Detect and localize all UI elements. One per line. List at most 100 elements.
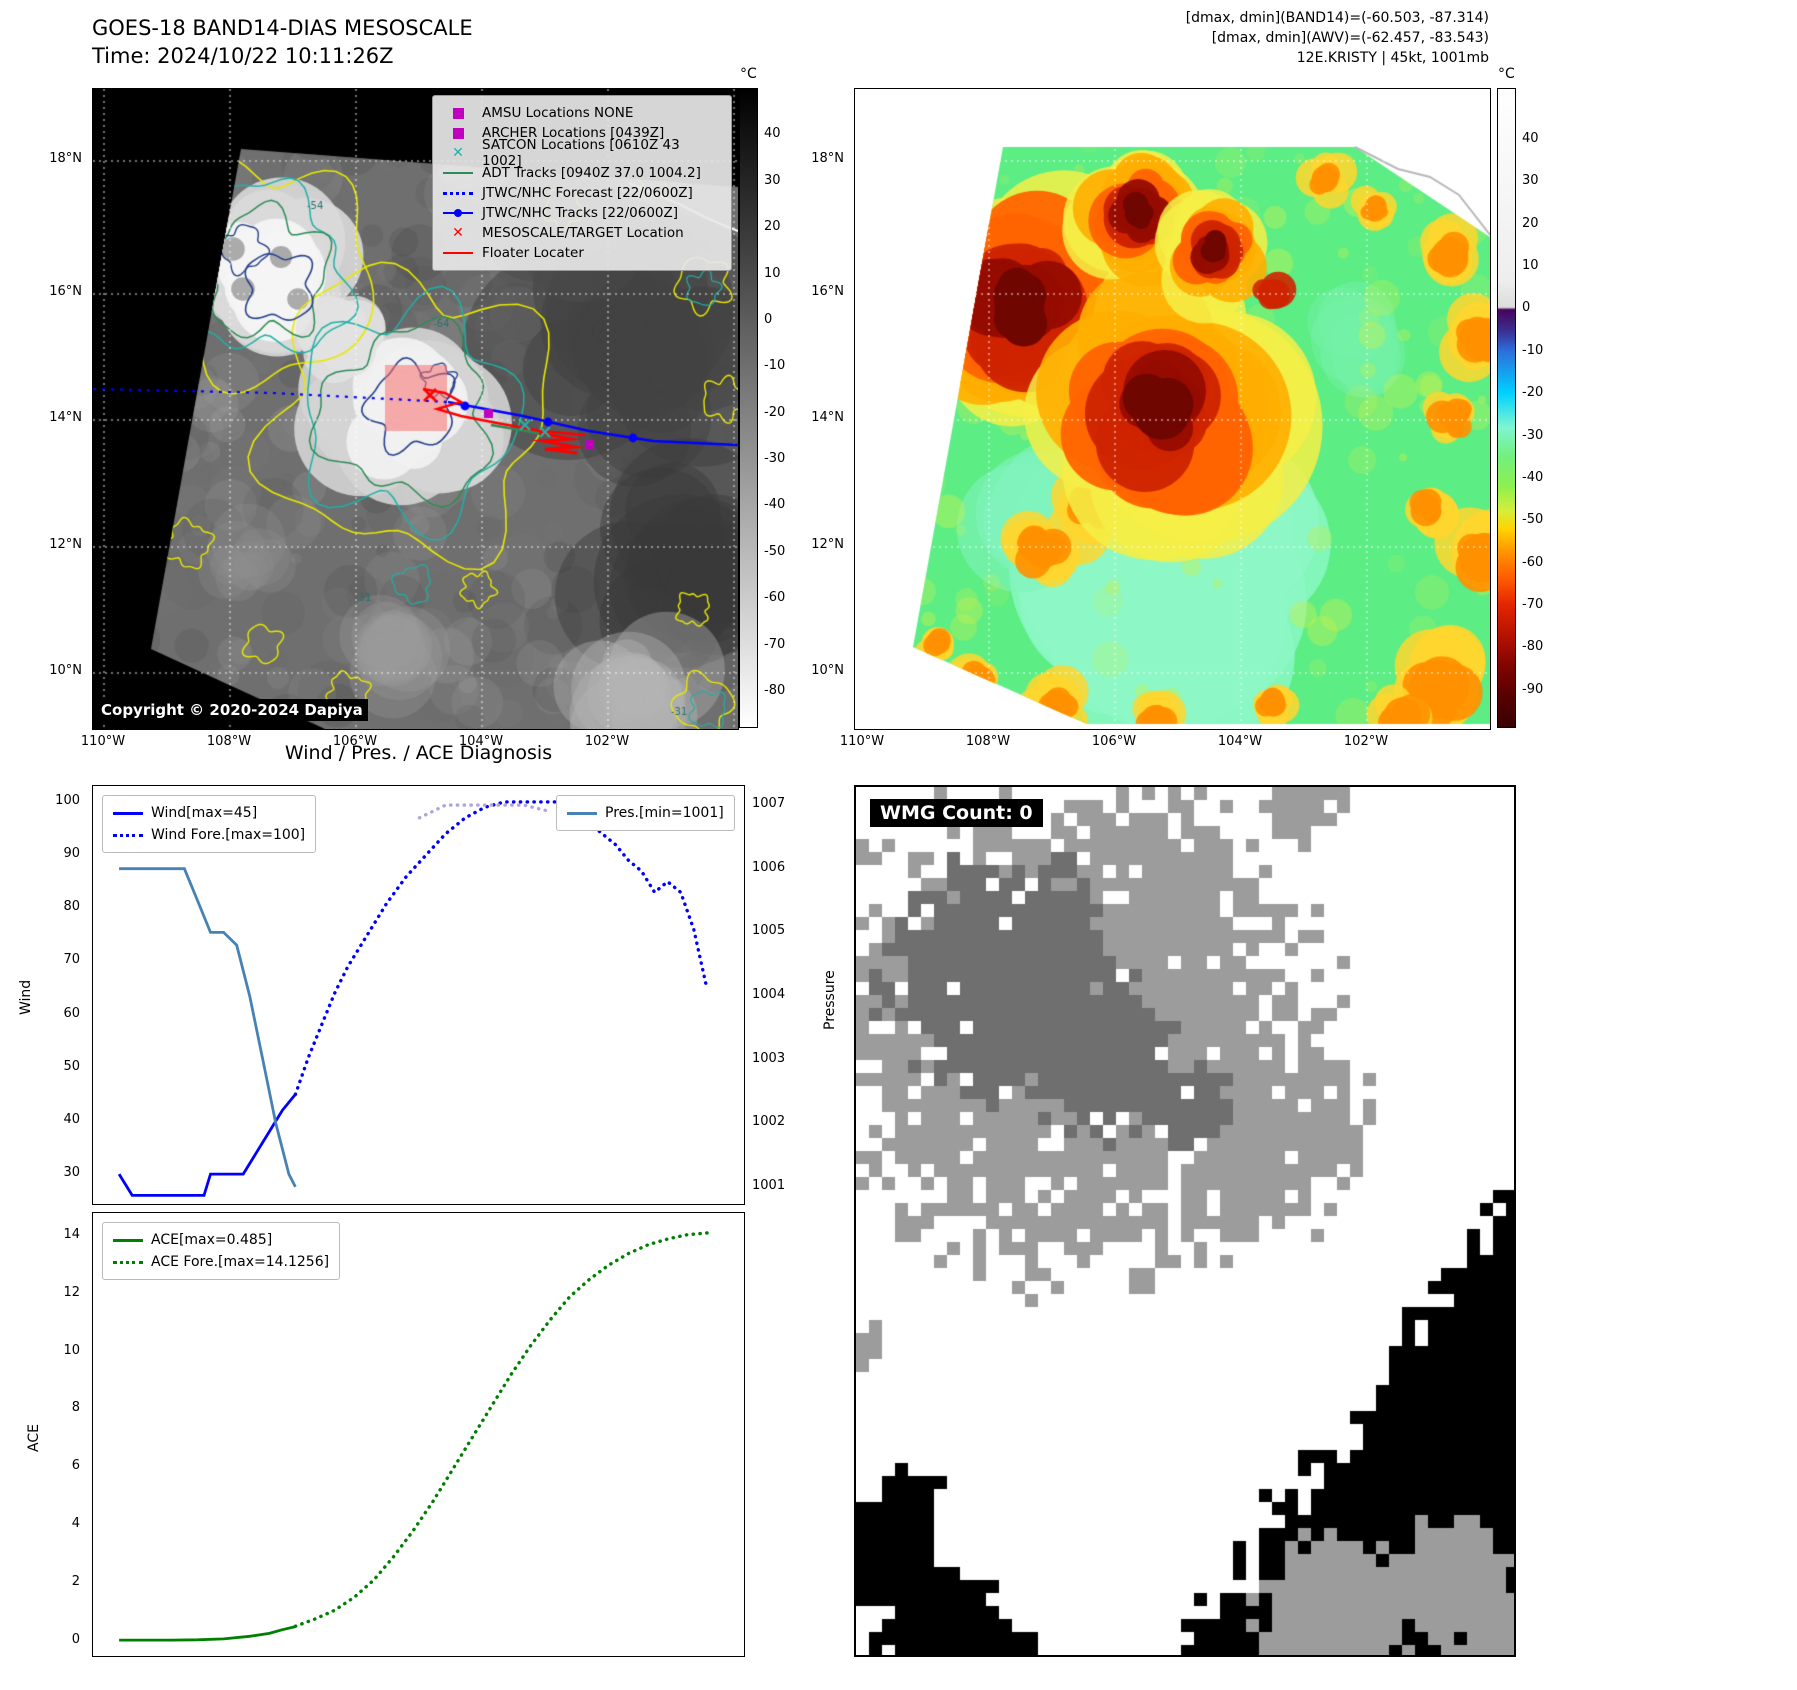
colorbar-tick-label: -80 <box>1522 639 1544 655</box>
axis-tick-label: 1001 <box>752 1177 786 1193</box>
x-marker-icon: ✕ <box>452 145 464 161</box>
axis-tick-label: 6 <box>71 1458 80 1474</box>
wmg-map-canvas <box>856 787 1514 1655</box>
colorbar-tick-label: -60 <box>764 590 786 606</box>
legend-label: Wind[max=45] <box>151 805 258 821</box>
axis-tick-label: 80 <box>63 899 80 915</box>
legend-label: Pres.[min=1001] <box>605 805 724 821</box>
legend-item-ace-forecast: ACE Fore.[max=14.1256] <box>113 1251 329 1273</box>
colorbar-tick-label: -60 <box>1522 554 1544 570</box>
dmax-dmin-header: [dmax, dmin](BAND14)=(-60.503, -87.314) … <box>1186 8 1489 68</box>
wind-pressure-plot <box>117 800 709 1197</box>
lon-tick-label: 106°W <box>1091 734 1137 749</box>
legend-item-label: ARCHER Locations [0439Z] <box>482 125 665 141</box>
awv-lat-axis: 18°N 16°N 14°N 12°N 10°N <box>802 88 850 728</box>
lon-tick-label: 108°W <box>206 734 252 749</box>
axis-tick-label: 14 <box>63 1227 80 1243</box>
legend-item: ✕ SATCON Locations [0610Z 43 1002] <box>441 137 723 169</box>
band14-colorbar <box>739 88 758 728</box>
colorbar-tick-label: 0 <box>764 311 773 327</box>
colorbar-tick-label: -90 <box>1522 681 1544 697</box>
lat-tick-label: 10°N <box>811 663 844 678</box>
axis-tick-label: 12 <box>63 1284 80 1300</box>
colorbar-tick-label: 10 <box>764 265 781 281</box>
colorbar-tick-label: -20 <box>764 404 786 420</box>
awv-map-canvas <box>855 89 1490 729</box>
colorbar-tick-label: -10 <box>764 358 786 374</box>
colorbar-tick-label: 20 <box>764 219 781 235</box>
colorbar-tick-label: -20 <box>1522 385 1544 401</box>
axis-tick-label: 1007 <box>752 796 786 812</box>
lat-tick-label: 16°N <box>811 284 844 299</box>
legend-item-label: MESOSCALE/TARGET Location <box>482 225 684 241</box>
axis-tick-label: 90 <box>63 846 80 862</box>
chart-series-line <box>119 867 297 1188</box>
awv-colorbar-ticks: 40 30 20 10 0 -10 -20 -30 -40 -50 -60 -70 -80 -90 <box>1518 88 1562 728</box>
colorbar-tick-label: 30 <box>764 172 781 188</box>
colorbar-tick-label: 40 <box>1522 130 1539 146</box>
colorbar-tick-label: 40 <box>764 126 781 142</box>
lon-tick-label: 102°W <box>584 734 630 749</box>
legend-item: ✕ MESOSCALE/TARGET Location <box>441 223 723 243</box>
pressure-y-axis: 1007 1006 1005 1004 1003 1002 1001 <box>746 785 794 1205</box>
awv-lon-axis: 110°W 108°W 106°W 104°W 102°W <box>840 730 1489 750</box>
ace-forecast-line-sample-icon <box>113 1260 143 1264</box>
line-icon <box>441 252 475 254</box>
colorbar-tick-label: -50 <box>764 543 786 559</box>
colorbar-tick-label: -40 <box>764 497 786 513</box>
axis-tick-label: 1006 <box>752 859 786 875</box>
axis-tick-label: 1003 <box>752 1050 786 1066</box>
lat-tick-label: 18°N <box>49 151 82 166</box>
axis-tick-label: 1002 <box>752 1114 786 1130</box>
legend-item-label: AMSU Locations NONE <box>482 105 634 121</box>
pressure-ylabel: Pressure <box>822 970 838 1030</box>
chart-series-line <box>293 1230 716 1628</box>
axis-tick-label: 1005 <box>752 923 786 939</box>
wind-ylabel: Wind <box>18 979 34 1015</box>
axis-tick-label: 60 <box>63 1005 80 1021</box>
legend-item: JTWC/NHC Forecast [22/0600Z] <box>441 183 723 203</box>
awv-colorbar <box>1497 88 1516 728</box>
wind-forecast-line-sample-icon <box>113 833 143 837</box>
lat-tick-label: 14°N <box>811 410 844 425</box>
wmg-count-badge: WMG Count: 0 <box>870 799 1043 827</box>
band14-time-subtitle: Time: 2024/10/22 10:11:26Z <box>92 44 394 68</box>
legend-label: Wind Fore.[max=100] <box>151 827 306 843</box>
lon-tick-label: 108°W <box>965 734 1011 749</box>
awv-map <box>854 88 1491 730</box>
lat-tick-label: 16°N <box>49 284 82 299</box>
header-line-band14: [dmax, dmin](BAND14)=(-60.503, -87.314) <box>1185 10 1489 26</box>
ace-legend: ACE[max=0.485] ACE Fore.[max=14.1256] <box>102 1222 341 1280</box>
colorbar-tick-label: -80 <box>764 682 786 698</box>
ace-ylabel: ACE <box>26 1424 42 1452</box>
legend-item: AMSU Locations NONE <box>441 103 723 123</box>
lon-tick-label: 106°W <box>332 734 378 749</box>
lat-tick-label: 10°N <box>49 663 82 678</box>
legend-item-ace: ACE[max=0.485] <box>113 1229 329 1251</box>
band14-colorbar-unit: °C <box>740 66 757 82</box>
colorbar-tick-label: 0 <box>1522 300 1531 316</box>
legend-item: JTWC/NHC Tracks [22/0600Z] <box>441 203 723 223</box>
wind-line-sample-icon <box>113 811 143 815</box>
axis-tick-label: 1004 <box>752 987 786 1002</box>
chart-series-line <box>293 800 709 1097</box>
legend-item-label: JTWC/NHC Tracks [22/0600Z] <box>482 205 679 221</box>
lat-tick-label: 12°N <box>811 537 844 552</box>
band14-title: GOES-18 BAND14-DIAS MESOSCALE <box>92 16 473 40</box>
header-line-awv: [dmax, dmin](AWV)=(-62.457, -83.543) <box>1211 30 1489 46</box>
band14-lon-axis: 110°W 108°W 106°W 104°W 102°W <box>81 730 737 750</box>
colorbar-tick-label: -50 <box>1522 512 1544 528</box>
pressure-line-sample-icon <box>567 811 597 815</box>
legend-item-label: ADT Tracks [0940Z 37.0 1004.2] <box>482 165 701 181</box>
lat-tick-label: 12°N <box>49 537 82 552</box>
line-icon <box>441 172 475 174</box>
legend-item-label: SATCON Locations [0610Z 43 1002] <box>482 137 680 169</box>
colorbar-tick-label: 20 <box>1522 215 1539 231</box>
band14-map: AMSU Locations NONE ARCHER Locations [043… <box>92 88 739 730</box>
legend-item-label: Floater Locater <box>482 245 584 261</box>
line-with-dot-icon <box>441 209 475 217</box>
axis-tick-label: 10 <box>63 1342 80 1358</box>
axis-tick-label: 8 <box>71 1400 80 1416</box>
ace-line-sample-icon <box>113 1238 143 1242</box>
axis-tick-label: 50 <box>63 1058 80 1074</box>
